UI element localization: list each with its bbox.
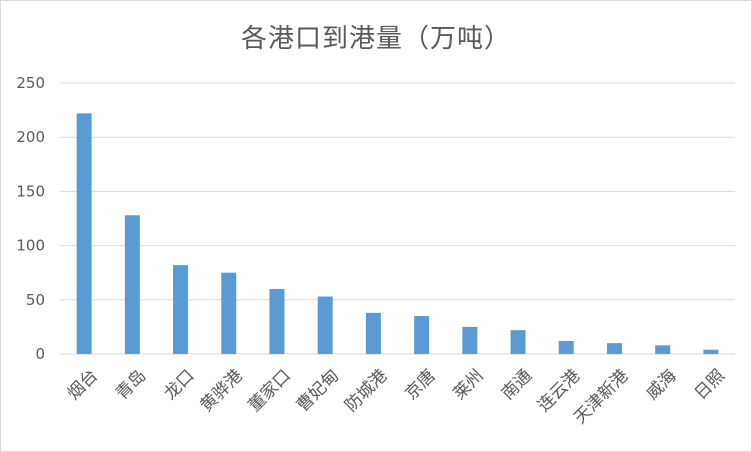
y-tick-label: 250 — [16, 74, 45, 92]
y-tick-label: 150 — [16, 182, 45, 200]
y-tick-label: 100 — [16, 237, 45, 255]
bar — [606, 343, 622, 354]
y-tick-label: 50 — [26, 291, 45, 309]
bar — [414, 316, 430, 354]
chart-title: 各港口到港量（万吨） — [240, 24, 511, 54]
bar — [317, 296, 333, 354]
bar — [558, 340, 574, 354]
x-category-label: 防城港 — [341, 366, 391, 416]
bar — [510, 330, 526, 354]
x-category-label: 青岛 — [112, 366, 150, 404]
gridlines — [60, 82, 735, 355]
x-category-label: 烟台 — [64, 366, 102, 404]
x-category-label: 威海 — [643, 366, 681, 404]
bar — [462, 326, 478, 354]
y-tick-label: 0 — [35, 345, 45, 363]
bar — [76, 113, 92, 355]
bar — [703, 349, 719, 354]
y-tick-label: 200 — [16, 128, 45, 146]
x-category-label: 天津新港 — [570, 366, 632, 428]
x-category-label: 龙口 — [160, 366, 198, 404]
bar — [221, 272, 237, 354]
bar — [124, 215, 140, 354]
bar — [269, 288, 285, 354]
x-category-label: 京唐 — [401, 365, 440, 404]
bar — [173, 265, 189, 354]
bar — [655, 345, 671, 354]
y-axis-ticks: 0 50 100 150 200 250 — [16, 74, 45, 363]
x-category-label: 曹妃甸 — [293, 366, 343, 416]
x-category-label: 董家口 — [245, 366, 295, 416]
x-category-label: 莱州 — [450, 366, 488, 404]
bars — [76, 113, 719, 355]
x-category-label: 日照 — [691, 366, 729, 404]
x-category-label: 南通 — [498, 366, 536, 404]
bar — [365, 312, 381, 354]
x-category-label: 黄骅港 — [197, 366, 247, 416]
